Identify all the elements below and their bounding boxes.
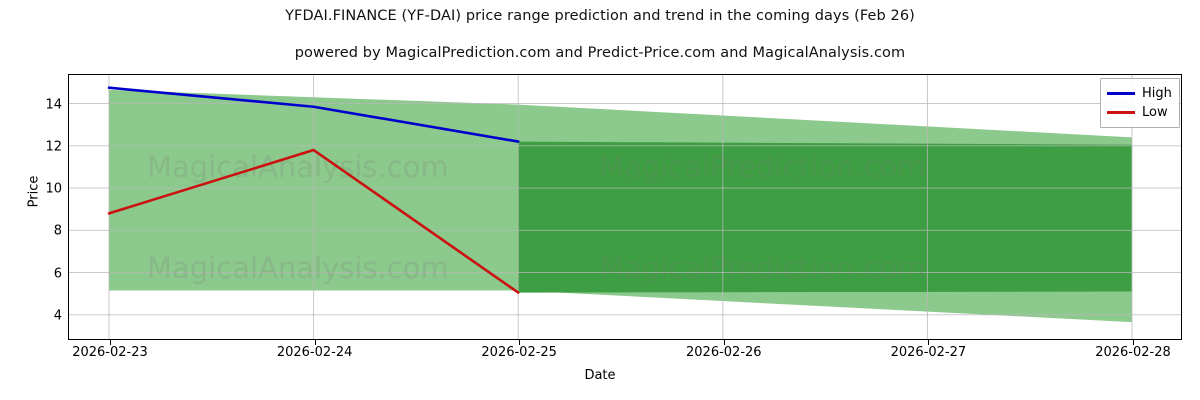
watermark-text: MagicalPrediction.com <box>599 150 925 184</box>
watermark-text: MagicalPrediction.com <box>599 251 925 285</box>
x-tick-label: 2026-02-26 <box>686 345 762 360</box>
inner-range-band <box>518 141 1132 293</box>
legend-item-high[interactable]: High <box>1107 84 1172 103</box>
x-tick-mark <box>1133 340 1134 345</box>
x-axis-label: Date <box>584 368 616 383</box>
x-tick-mark <box>314 340 316 345</box>
legend-item-low[interactable]: Low <box>1107 103 1172 122</box>
plot-svg: MagicalAnalysis.com MagicalPrediction.com… <box>69 75 1181 339</box>
y-tick-label: 6 <box>53 266 62 282</box>
legend-label: High <box>1142 86 1172 101</box>
x-tick-label: 2026-02-25 <box>481 345 557 360</box>
y-tick-label: 14 <box>45 97 62 113</box>
x-tick-label: 2026-02-24 <box>276 345 353 360</box>
legend-label: Low <box>1142 105 1168 120</box>
x-tick-mark <box>519 340 521 345</box>
y-tick-label: 10 <box>45 181 62 197</box>
chart-legend[interactable]: High Low <box>1100 78 1180 128</box>
y-tick-label: 4 <box>53 308 62 324</box>
series-line-low <box>107 148 520 294</box>
y-axis-ticks: 4 6 8 10 12 14 <box>10 0 77 400</box>
y-tick-label: 12 <box>45 139 62 155</box>
x-tick-mark <box>110 340 111 345</box>
watermark-text: MagicalAnalysis.com <box>147 251 449 285</box>
plot-area: MagicalAnalysis.com MagicalPrediction.com… <box>68 74 1182 340</box>
legend-swatch-low <box>1107 111 1135 114</box>
x-tick-mark <box>928 340 930 345</box>
chart-subtitle: powered by MagicalPrediction.com and Pre… <box>294 45 906 61</box>
x-tick-label: 2026-02-23 <box>72 345 148 360</box>
y-tick-label: 8 <box>53 223 62 239</box>
x-tick-label: 2026-02-28 <box>1095 345 1171 360</box>
x-tick-label: 2026-02-27 <box>890 345 967 360</box>
chart-title: YFDAI.FINANCE (YF-DAI) price range predi… <box>285 8 915 24</box>
x-tick-mark <box>723 340 725 345</box>
legend-swatch-high <box>1107 92 1135 95</box>
series-line-high <box>107 86 520 143</box>
